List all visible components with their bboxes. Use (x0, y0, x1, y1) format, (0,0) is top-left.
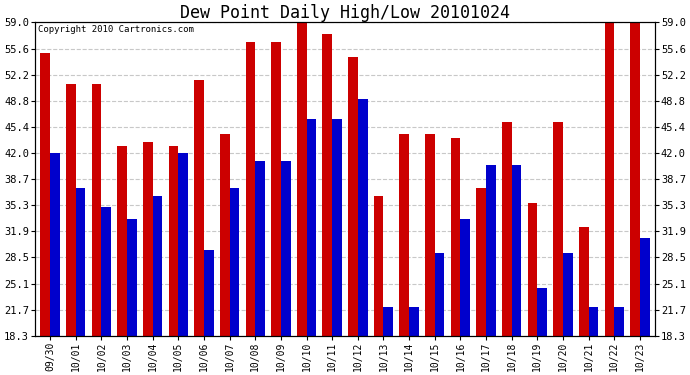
Bar (486, 165, 496, 336)
Bar (460, 219, 470, 336)
Bar (332, 118, 342, 336)
Bar (204, 250, 214, 336)
Bar (358, 99, 368, 336)
Bar (374, 196, 384, 336)
Bar (640, 238, 650, 336)
Bar (512, 165, 522, 336)
Bar (50, 153, 60, 336)
Bar (117, 146, 127, 336)
Bar (451, 138, 460, 336)
Bar (425, 134, 435, 336)
Bar (271, 42, 281, 336)
Bar (306, 118, 316, 336)
Bar (152, 196, 162, 336)
Bar (589, 308, 598, 336)
Bar (348, 57, 358, 336)
Bar (409, 308, 419, 336)
Bar (40, 53, 50, 336)
Bar (66, 84, 76, 336)
Bar (168, 146, 178, 336)
Bar (220, 134, 230, 336)
Bar (630, 22, 640, 336)
Bar (502, 123, 512, 336)
Bar (178, 153, 188, 336)
Bar (553, 123, 563, 336)
Bar (297, 22, 306, 336)
Bar (384, 308, 393, 336)
Bar (230, 188, 239, 336)
Bar (194, 80, 204, 336)
Bar (92, 84, 101, 336)
Bar (400, 134, 409, 336)
Bar (528, 203, 538, 336)
Bar (127, 219, 137, 336)
Bar (322, 34, 332, 336)
Bar (246, 42, 255, 336)
Bar (563, 254, 573, 336)
Bar (255, 161, 265, 336)
Bar (143, 142, 152, 336)
Bar (604, 22, 614, 336)
Bar (614, 308, 624, 336)
Bar (76, 188, 86, 336)
Bar (281, 161, 290, 336)
Text: Copyright 2010 Cartronics.com: Copyright 2010 Cartronics.com (38, 26, 194, 34)
Bar (435, 254, 444, 336)
Bar (579, 226, 589, 336)
Bar (538, 288, 547, 336)
Bar (476, 188, 486, 336)
Bar (101, 207, 111, 336)
Title: Dew Point Daily High/Low 20101024: Dew Point Daily High/Low 20101024 (180, 4, 510, 22)
